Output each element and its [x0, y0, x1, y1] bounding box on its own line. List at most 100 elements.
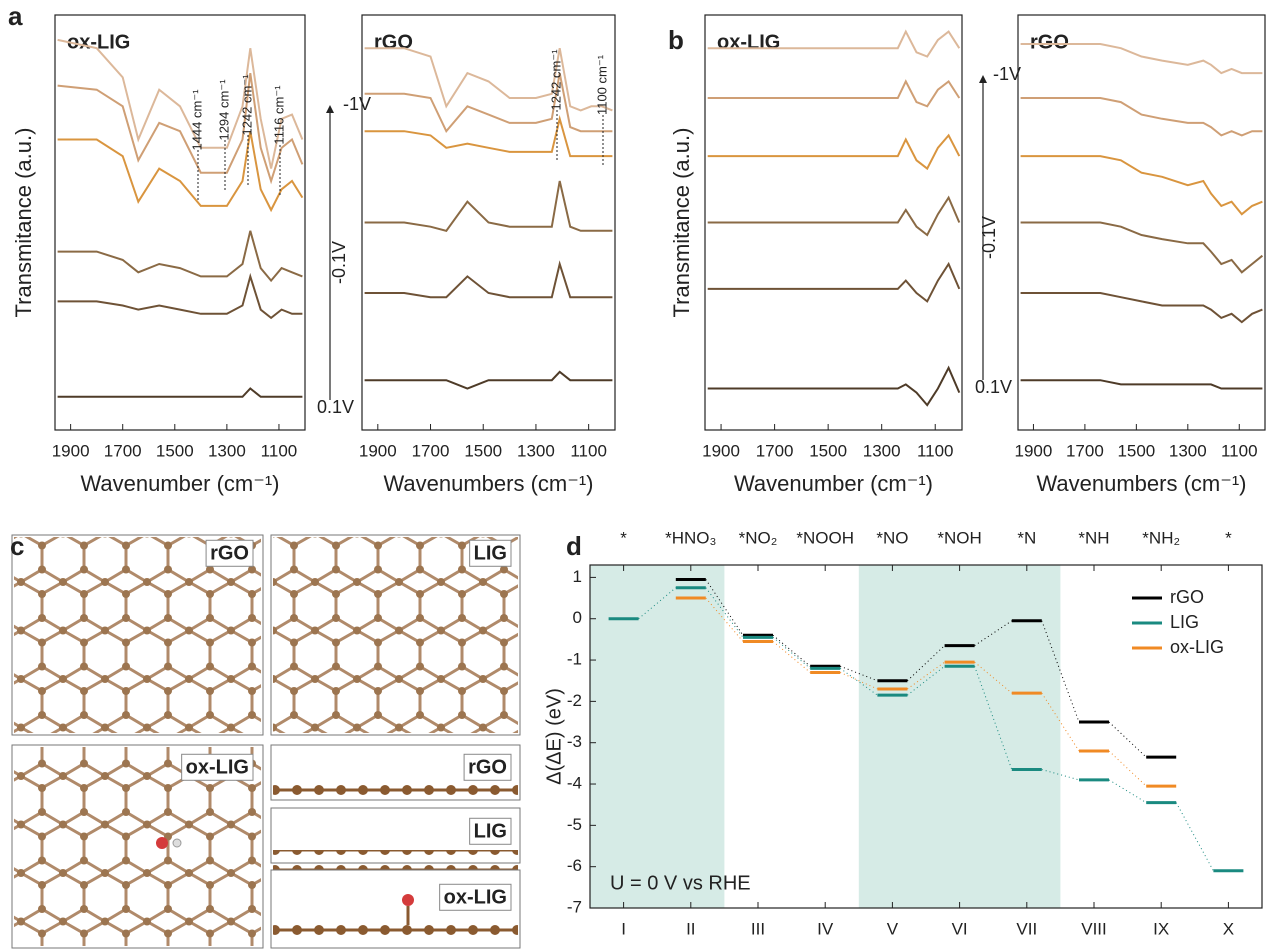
lattice — [273, 537, 518, 733]
connector — [772, 636, 811, 669]
label-box — [181, 753, 254, 781]
spectrum — [364, 72, 613, 134]
top-label: *NOOH — [796, 528, 854, 547]
structure-label: ox-LIG — [186, 756, 249, 778]
panel-letter: c — [10, 531, 24, 561]
x-tick-label: II — [686, 919, 695, 938]
structure-panels — [11, 534, 521, 949]
structure-label: rGO — [468, 756, 507, 778]
spectrum — [707, 79, 961, 108]
y-axis-label: Transmitance (a.u.) — [669, 128, 694, 318]
peak-annotation: 1294 cm⁻¹ — [216, 79, 231, 141]
connector — [1108, 750, 1147, 787]
legend-label: ox-LIG — [1170, 637, 1224, 657]
x-tick-label: 1900 — [1015, 441, 1053, 460]
x-tick-label: 1300 — [208, 441, 246, 460]
spectrum — [707, 261, 961, 303]
peak-annotation: 1100 cm⁻¹ — [594, 54, 609, 115]
x-tick-label: III — [751, 919, 765, 938]
x-tick-label: 1700 — [412, 441, 450, 460]
x-tick-label: 1900 — [52, 441, 90, 460]
legend-label: rGO — [1170, 587, 1204, 607]
potential-label: -1V — [343, 94, 371, 114]
connector — [772, 634, 811, 667]
spectrum — [1020, 292, 1263, 324]
top-label: *NH — [1078, 528, 1109, 547]
x-tick-label: 1100 — [261, 441, 298, 460]
x-tick-label: VII — [1016, 919, 1037, 938]
x-axis-label: Wavenumbers (cm⁻¹) — [383, 471, 593, 496]
spectrum — [707, 365, 961, 407]
structure-label: LIG — [474, 542, 507, 564]
y-tick-label: -5 — [567, 815, 582, 834]
top-label: *NO₂ — [739, 528, 778, 547]
label-box — [469, 539, 512, 567]
lattice — [14, 537, 261, 733]
spectrum — [707, 195, 961, 237]
x-tick-label: I — [621, 919, 626, 938]
plot-frame — [704, 14, 963, 431]
plot-frame — [589, 564, 1263, 909]
spectrum — [57, 38, 304, 169]
potential-label: -1V — [993, 64, 1021, 84]
y-tick-label: -7 — [567, 897, 582, 916]
x-tick-label: 1500 — [464, 441, 502, 460]
panel-title: ox-LIG — [67, 31, 130, 53]
structure-label: rGO — [210, 542, 249, 564]
x-tick-label: V — [887, 919, 899, 938]
connector — [974, 661, 1013, 694]
spectrum — [1020, 43, 1263, 75]
x-axis-label: Wavenumber (cm⁻¹) — [80, 471, 279, 496]
x-tick-label: 1300 — [517, 441, 555, 460]
top-label: *N — [1017, 528, 1036, 547]
potential-label: 0.1V — [317, 397, 354, 417]
top-label: *NO — [876, 528, 908, 547]
structure-label: ox-LIG — [444, 886, 507, 908]
label-box — [463, 753, 512, 781]
legend-label: LIG — [1170, 612, 1199, 632]
label-box — [205, 539, 254, 567]
connector — [638, 587, 677, 620]
spectrum — [1020, 97, 1263, 137]
y-tick-label: 0 — [573, 608, 582, 627]
connector — [772, 641, 811, 673]
oxygen-atom — [402, 894, 414, 906]
x-tick-label: 1300 — [1169, 441, 1207, 460]
spectrum — [57, 387, 303, 398]
spectrum — [364, 260, 613, 299]
top-label: * — [1225, 528, 1232, 547]
y-tick-label: -4 — [567, 774, 582, 793]
x-tick-label: 1500 — [1117, 441, 1155, 460]
peak-annotation: 1444 cm⁻¹ — [189, 89, 204, 151]
connector — [1041, 769, 1080, 781]
potential-label: -0.1V — [979, 216, 999, 259]
label-box — [439, 883, 512, 911]
spectrum — [707, 29, 961, 58]
x-tick-label: IX — [1153, 919, 1169, 938]
spectrum — [1020, 379, 1263, 390]
oxygen-atom — [156, 837, 168, 849]
side-view — [273, 783, 518, 803]
arrow-head — [979, 75, 987, 83]
x-tick-label: VIII — [1081, 919, 1107, 938]
x-tick-label: 1700 — [756, 441, 794, 460]
x-tick-label: VI — [952, 919, 968, 938]
plot-frame — [54, 14, 306, 431]
x-tick-label: 1700 — [104, 441, 142, 460]
x-axis-label: Wavenumber (cm⁻¹) — [734, 471, 933, 496]
connector — [907, 645, 945, 682]
side-view — [273, 850, 518, 870]
x-tick-label: 1900 — [702, 441, 740, 460]
spectrum — [364, 114, 613, 158]
panel-title: rGO — [1030, 31, 1069, 53]
x-axis-label: Wavenumbers (cm⁻¹) — [1036, 471, 1246, 496]
x-tick-label: 1500 — [156, 441, 194, 460]
peak-annotation: 1242 cm⁻¹ — [548, 49, 563, 111]
connector — [839, 671, 878, 690]
x-tick-label: 1300 — [863, 441, 901, 460]
connector — [1175, 802, 1214, 872]
spectrum — [364, 370, 613, 390]
structure-label: LIG — [474, 820, 507, 842]
